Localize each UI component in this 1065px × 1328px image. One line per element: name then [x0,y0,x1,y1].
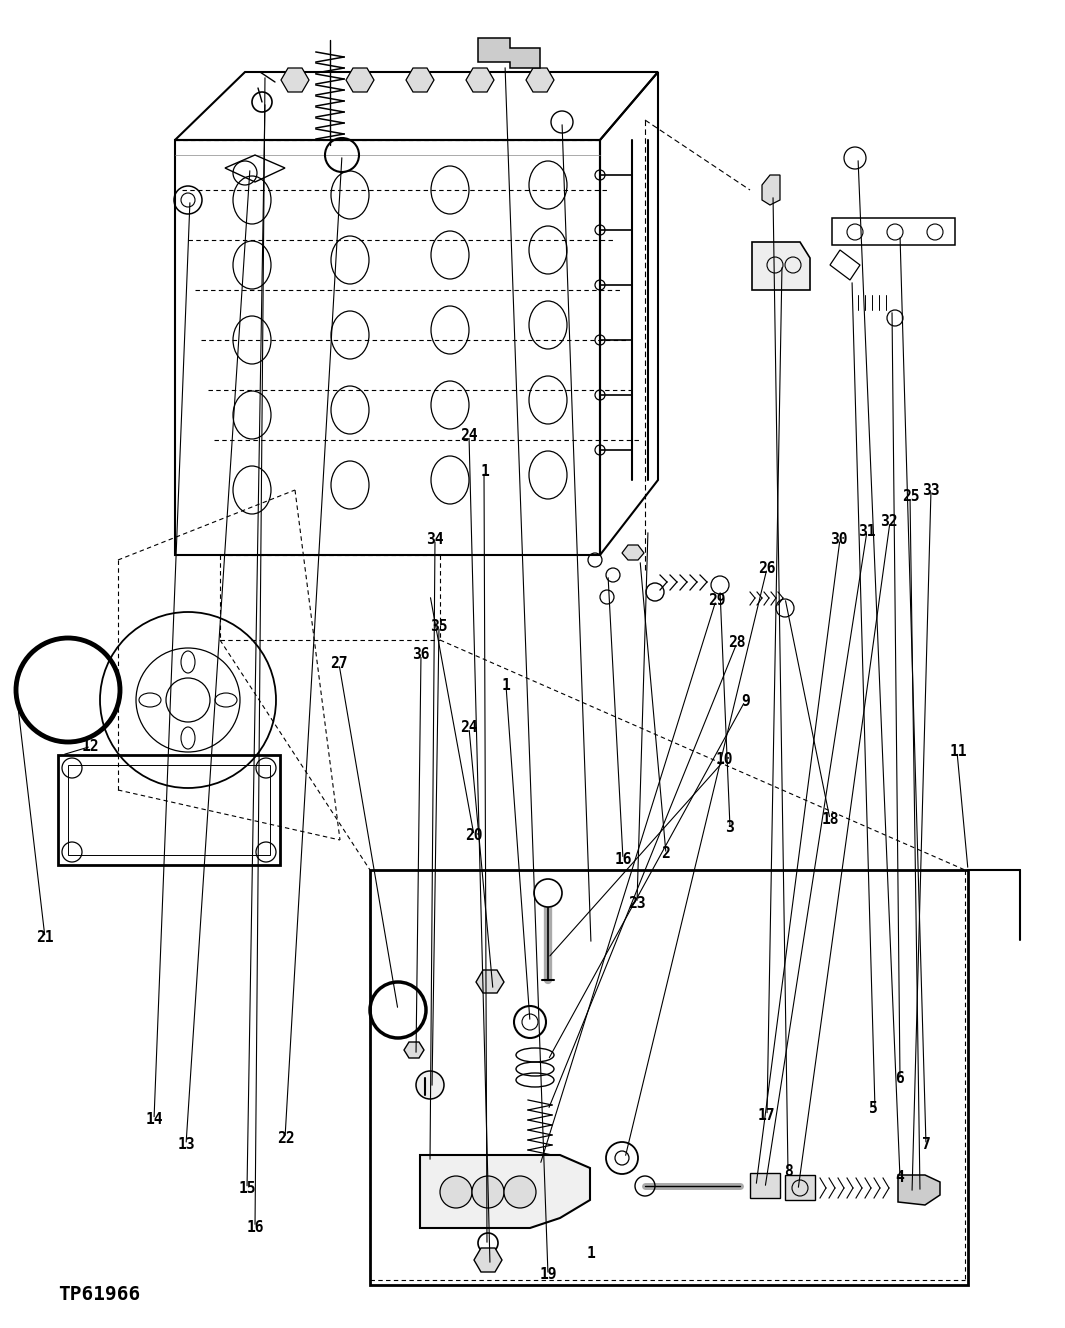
Text: 13: 13 [178,1137,195,1153]
Text: 27: 27 [330,656,347,672]
Text: 1: 1 [587,1246,595,1262]
Text: 1: 1 [480,463,489,479]
Text: 15: 15 [239,1181,256,1197]
Text: 9: 9 [741,693,750,709]
Text: 22: 22 [277,1130,294,1146]
Polygon shape [346,68,374,92]
Text: 33: 33 [922,482,939,498]
Polygon shape [750,1173,780,1198]
Text: 24: 24 [460,720,477,736]
Text: 19: 19 [540,1267,557,1283]
Text: 14: 14 [146,1112,163,1127]
Text: 29: 29 [708,592,725,608]
Text: 23: 23 [628,895,645,911]
Text: 16: 16 [247,1219,264,1235]
Polygon shape [281,68,309,92]
Circle shape [416,1070,444,1100]
Text: 2: 2 [661,846,670,862]
Text: 28: 28 [728,635,745,651]
Polygon shape [761,175,780,205]
Text: 12: 12 [82,738,99,754]
Polygon shape [898,1175,940,1204]
Text: 36: 36 [412,647,429,663]
Polygon shape [466,68,494,92]
Text: 35: 35 [430,619,447,635]
Text: 30: 30 [831,531,848,547]
Text: 26: 26 [758,560,775,576]
Text: 3: 3 [725,819,734,835]
Text: 20: 20 [465,827,482,843]
Text: 17: 17 [758,1108,775,1123]
Polygon shape [476,969,504,993]
Polygon shape [622,544,644,560]
Text: TP61966: TP61966 [58,1286,141,1304]
Text: 11: 11 [950,744,967,760]
Circle shape [534,879,562,907]
Polygon shape [404,1042,424,1058]
Circle shape [504,1177,536,1208]
Circle shape [440,1177,472,1208]
Text: 10: 10 [716,752,733,768]
Text: 18: 18 [822,811,839,827]
Text: 21: 21 [36,930,53,946]
Text: 16: 16 [615,851,632,867]
Circle shape [472,1177,504,1208]
Text: 31: 31 [858,523,875,539]
Polygon shape [752,242,810,290]
Text: 34: 34 [426,531,443,547]
Polygon shape [478,39,540,68]
Text: 24: 24 [460,428,477,444]
Text: 5: 5 [869,1101,878,1117]
Text: 25: 25 [902,489,919,505]
Polygon shape [526,68,554,92]
Text: 1: 1 [502,677,510,693]
Polygon shape [474,1248,502,1272]
Polygon shape [785,1175,815,1201]
Text: 4: 4 [896,1170,904,1186]
Polygon shape [420,1155,590,1228]
Text: 8: 8 [784,1163,792,1179]
Text: 32: 32 [881,514,898,530]
Polygon shape [406,68,435,92]
Text: 7: 7 [922,1137,931,1153]
Text: 6: 6 [896,1070,904,1086]
